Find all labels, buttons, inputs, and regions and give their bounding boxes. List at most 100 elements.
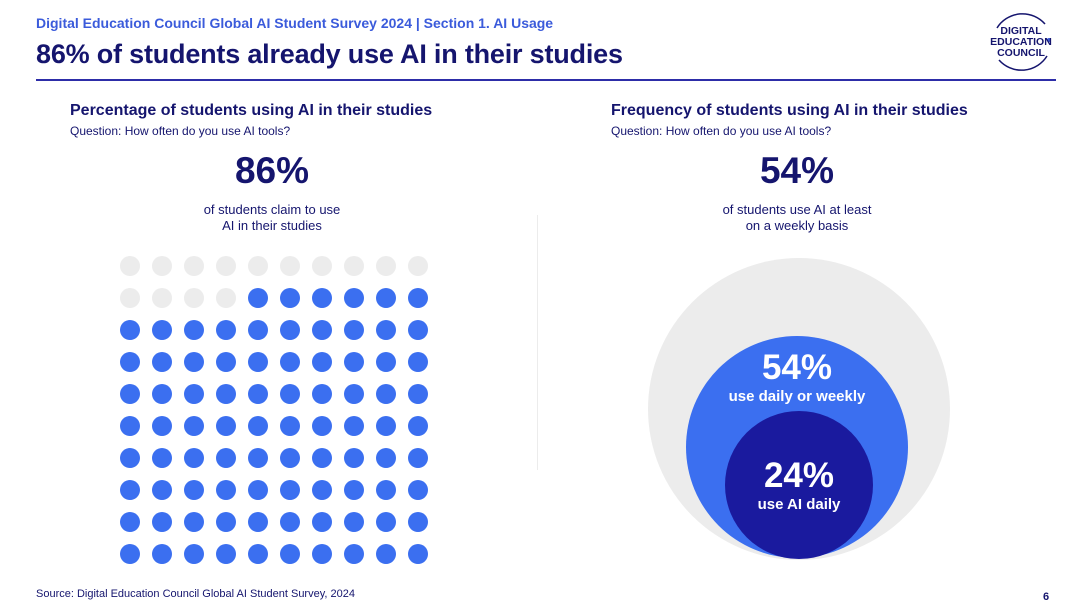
waffle-dot-filled [184,544,204,564]
waffle-dot-filled [120,480,140,500]
waffle-dot-filled [376,512,396,532]
waffle-dot-empty [152,256,172,276]
value-daily-or-weekly: 54% [761,348,833,387]
right-panel-question: Question: How often do you use AI tools? [611,124,832,138]
waffle-dot-filled [216,320,236,340]
waffle-dot-filled [280,512,300,532]
header-supertitle: Digital Education Council Global AI Stud… [36,15,554,31]
nested-circles-chart: 54% use daily or weekly 24% use AI daily [648,258,950,560]
logo-arc-top [996,13,1046,29]
waffle-dot-empty [184,256,204,276]
waffle-dot-filled [344,448,364,468]
waffle-dot-empty [408,256,428,276]
waffle-dot-filled [152,448,172,468]
waffle-dot-filled [216,416,236,436]
waffle-dot-filled [216,448,236,468]
waffle-dot-filled [280,288,300,308]
waffle-dot-filled [312,448,332,468]
waffle-dot-filled [312,512,332,532]
waffle-dot-filled [376,352,396,372]
waffle-dot-filled [184,384,204,404]
waffle-dot-filled [280,480,300,500]
waffle-dot-filled [344,288,364,308]
label-daily: 24% use AI daily [699,456,899,513]
waffle-dot-filled [408,384,428,404]
waffle-dot-filled [344,416,364,436]
waffle-dot-filled [280,384,300,404]
waffle-dot-filled [184,416,204,436]
waffle-dot-filled [216,544,236,564]
panel-divider [537,215,538,470]
left-caption-line-1: of students claim to use [203,202,341,217]
waffle-dot-filled [376,320,396,340]
waffle-dot-filled [408,352,428,372]
waffle-dot-filled [344,384,364,404]
waffle-dot-filled [248,320,268,340]
waffle-dot-empty [216,288,236,308]
page-title: 86% of students already use AI in their … [36,39,623,69]
waffle-dot-empty [184,288,204,308]
waffle-dot-filled [120,416,140,436]
waffle-dot-filled [312,384,332,404]
waffle-dot-filled [184,480,204,500]
waffle-dot-filled [344,320,364,340]
source-note: Source: Digital Education Council Global… [36,588,355,600]
waffle-dot-filled [248,416,268,436]
waffle-dot-filled [120,544,140,564]
waffle-dot-filled [408,416,428,436]
waffle-dot-filled [152,544,172,564]
waffle-dot-filled [120,448,140,468]
waffle-dot-filled [408,448,428,468]
waffle-dot-filled [408,288,428,308]
waffle-dot-filled [344,480,364,500]
waffle-dot-filled [152,512,172,532]
waffle-dot-filled [248,544,268,564]
waffle-dot-empty [120,256,140,276]
waffle-dot-filled [280,448,300,468]
waffle-dot-filled [248,288,268,308]
waffle-dot-filled [312,416,332,436]
left-big-value: 86% [234,150,310,191]
logo-dot [1047,38,1051,42]
waffle-dot-filled [376,448,396,468]
waffle-dot-filled [152,416,172,436]
waffle-dot-filled [280,352,300,372]
waffle-dot-filled [312,544,332,564]
waffle-dot-filled [248,384,268,404]
waffle-dot-filled [120,384,140,404]
waffle-chart [120,256,430,566]
header-rule [36,79,1056,81]
council-logo: DIGITAL EDUCATION COUNCIL [985,10,1057,74]
waffle-dot-filled [184,512,204,532]
waffle-chart-svg [120,256,428,564]
waffle-dot-filled [312,320,332,340]
waffle-dot-filled [120,352,140,372]
waffle-dot-filled [216,384,236,404]
waffle-dot-filled [376,480,396,500]
waffle-dot-filled [344,512,364,532]
waffle-dot-filled [312,352,332,372]
waffle-dot-empty [376,256,396,276]
waffle-dot-filled [376,544,396,564]
waffle-dot-filled [408,512,428,532]
waffle-dot-filled [216,480,236,500]
waffle-dot-filled [376,416,396,436]
left-panel-question: Question: How often do you use AI tools? [70,124,291,138]
logo-line-1: DIGITAL [1000,25,1042,37]
waffle-dot-filled [344,352,364,372]
waffle-dot-empty [216,256,236,276]
waffle-dot-filled [152,320,172,340]
waffle-dot-filled [408,480,428,500]
sublabel-daily-or-weekly: use daily or weekly [728,388,866,405]
right-caption-line-1: of students use AI at least [722,202,872,217]
waffle-dot-filled [184,320,204,340]
waffle-dot-filled [280,320,300,340]
waffle-dot-filled [152,352,172,372]
right-big-value: 54% [759,150,835,191]
waffle-dot-filled [280,416,300,436]
waffle-dot-filled [248,512,268,532]
right-caption-line-2: on a weekly basis [745,218,849,233]
waffle-dot-filled [280,544,300,564]
waffle-dot-filled [216,512,236,532]
waffle-dot-filled [120,320,140,340]
